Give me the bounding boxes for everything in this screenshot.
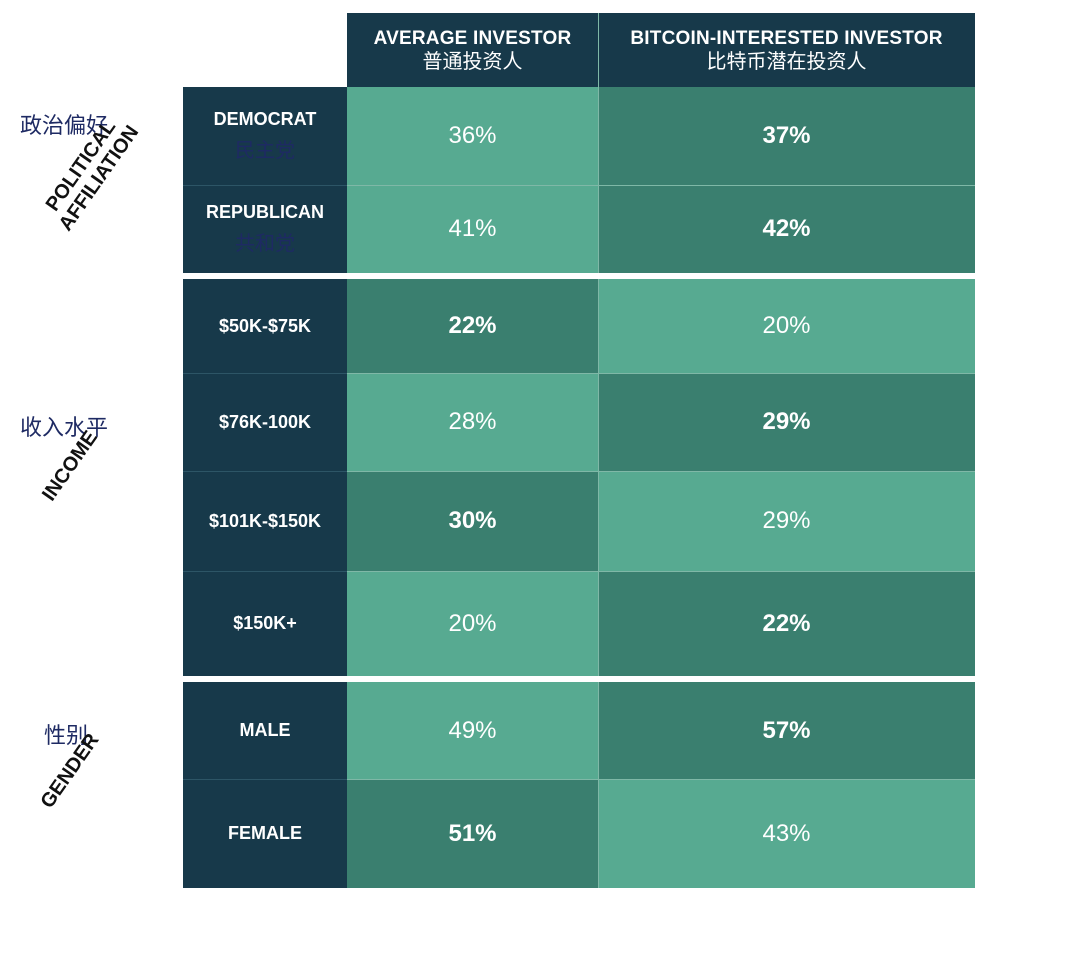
column-divider: [598, 13, 599, 888]
label-row-divider: [183, 779, 347, 780]
row-divider: [347, 373, 975, 374]
group-label-zh: 收入水平: [20, 416, 109, 441]
value-cell: 43%: [598, 779, 975, 888]
column-header-zh: 比特币潜在投资人: [706, 49, 867, 73]
label-row-divider: [183, 373, 347, 374]
row-label: $150K+: [183, 571, 347, 676]
row-label-en: DEMOCRAT: [213, 109, 317, 129]
group-separator: [183, 273, 975, 279]
column-header-en: AVERAGE INVESTOR: [373, 28, 572, 49]
column-header: AVERAGE INVESTOR 普通投资人: [347, 13, 598, 87]
row-label-en: $50K-$75K: [218, 315, 312, 336]
row-label: FEMALE: [183, 779, 347, 888]
row-label: $76K-100K: [183, 373, 347, 471]
value-cell: 57%: [598, 682, 975, 779]
row-divider: [347, 779, 975, 780]
row-label: REPUBLICAN 共和党: [183, 185, 347, 273]
value-cell: 29%: [598, 471, 975, 571]
row-label: $50K-$75K: [183, 279, 347, 373]
value-cell: 29%: [598, 373, 975, 471]
value-cell: 37%: [598, 87, 975, 185]
value-cell: 30%: [347, 471, 598, 571]
row-label-en: MALE: [239, 720, 291, 740]
group-separator: [183, 676, 975, 682]
row-label: $101K-$150K: [183, 471, 347, 571]
row-label: MALE: [183, 682, 347, 779]
label-row-divider: [183, 471, 347, 472]
column-header: BITCOIN-INTERESTED INVESTOR 比特币潜在投资人: [598, 13, 975, 87]
group-label-zh: 政治偏好: [20, 114, 109, 139]
value-cell: 41%: [347, 185, 598, 273]
value-cell: 51%: [347, 779, 598, 888]
row-label-en: $76K-100K: [218, 411, 312, 432]
value-cell: 22%: [347, 279, 598, 373]
row-label-zh: 共和党: [235, 231, 295, 255]
row-label-en: $101K-$150K: [208, 510, 322, 531]
value-cell: 42%: [598, 185, 975, 273]
row-label-en: REPUBLICAN: [205, 202, 324, 222]
value-cell: 36%: [347, 87, 598, 185]
value-cell: 49%: [347, 682, 598, 779]
group-label-zh: 性别: [44, 724, 89, 749]
row-divider: [347, 571, 975, 572]
row-label-zh: 民主党: [235, 138, 295, 162]
value-cell: 20%: [347, 571, 598, 676]
column-header-en: BITCOIN-INTERESTED INVESTOR: [630, 28, 943, 49]
value-cell: 20%: [598, 279, 975, 373]
row-label-en: $150K+: [233, 613, 297, 633]
value-cell: 22%: [598, 571, 975, 676]
label-row-divider: [183, 571, 347, 572]
row-label: DEMOCRAT 民主党: [183, 87, 347, 185]
row-divider: [347, 471, 975, 472]
row-label-en: FEMALE: [228, 823, 302, 843]
column-header-zh: 普通投资人: [422, 49, 523, 73]
label-row-divider: [183, 185, 347, 186]
value-cell: 28%: [347, 373, 598, 471]
row-divider: [347, 185, 975, 186]
